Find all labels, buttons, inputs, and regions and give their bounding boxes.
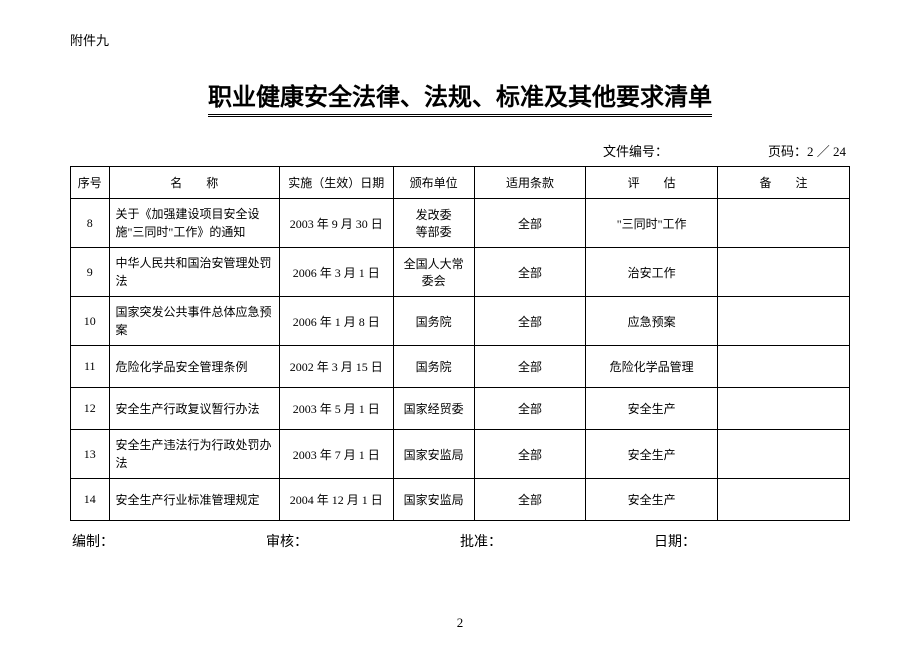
cell-clause: 全部: [474, 346, 586, 388]
cell-date: 2004 年 12 月 1 日: [279, 479, 393, 521]
header-clause: 适用条款: [474, 167, 586, 199]
title-wrapper: 职业健康安全法律、法规、标准及其他要求清单: [70, 77, 850, 141]
table-row: 13安全生产违法行为行政处罚办法2003 年 7 月 1 日国家安监局全部安全生…: [71, 430, 850, 479]
cell-date: 2003 年 5 月 1 日: [279, 388, 393, 430]
cell-seq: 12: [71, 388, 110, 430]
table-row: 12安全生产行政复议暂行办法2003 年 5 月 1 日国家经贸委全部安全生产: [71, 388, 850, 430]
cell-eval: 应急预案: [586, 297, 718, 346]
cell-remark: [718, 248, 850, 297]
cell-name: 安全生产行业标准管理规定: [109, 479, 279, 521]
cell-remark: [718, 199, 850, 248]
cell-name: 中华人民共和国治安管理处罚法: [109, 248, 279, 297]
footer-row: 编制： 审核： 批准： 日期：: [70, 531, 850, 551]
cell-date: 2006 年 3 月 1 日: [279, 248, 393, 297]
footer-made-by: 编制：: [72, 531, 266, 551]
cell-unit: 国务院: [393, 297, 474, 346]
header-eval: 评 估: [586, 167, 718, 199]
cell-eval: 安全生产: [586, 388, 718, 430]
footer-approved-by: 批准：: [460, 531, 654, 551]
cell-remark: [718, 430, 850, 479]
cell-remark: [718, 388, 850, 430]
cell-eval: "三同时"工作: [586, 199, 718, 248]
cell-clause: 全部: [474, 248, 586, 297]
cell-clause: 全部: [474, 479, 586, 521]
cell-date: 2002 年 3 月 15 日: [279, 346, 393, 388]
cell-name: 危险化学品安全管理条例: [109, 346, 279, 388]
attachment-label: 附件九: [70, 30, 850, 49]
header-date: 实施（生效）日期: [279, 167, 393, 199]
table-row: 14安全生产行业标准管理规定2004 年 12 月 1 日国家安监局全部安全生产: [71, 479, 850, 521]
cell-seq: 14: [71, 479, 110, 521]
meta-row: 文件编号： 页码：2 ／ 24: [70, 141, 850, 160]
cell-clause: 全部: [474, 388, 586, 430]
page-label: 页码：2 ／ 24: [768, 141, 846, 160]
cell-date: 2006 年 1 月 8 日: [279, 297, 393, 346]
cell-unit: 国务院: [393, 346, 474, 388]
footer-reviewed-by: 审核：: [266, 531, 460, 551]
cell-clause: 全部: [474, 430, 586, 479]
table-row: 10国家突发公共事件总体应急预案2006 年 1 月 8 日国务院全部应急预案: [71, 297, 850, 346]
table-header-row: 序号 名 称 实施（生效）日期 颁布单位 适用条款 评 估 备 注: [71, 167, 850, 199]
cell-eval: 危险化学品管理: [586, 346, 718, 388]
cell-remark: [718, 346, 850, 388]
footer-date: 日期：: [654, 531, 848, 551]
cell-seq: 9: [71, 248, 110, 297]
cell-name: 关于《加强建设项目安全设施"三同时"工作》的通知: [109, 199, 279, 248]
table-row: 8关于《加强建设项目安全设施"三同时"工作》的通知2003 年 9 月 30 日…: [71, 199, 850, 248]
cell-unit: 国家经贸委: [393, 388, 474, 430]
cell-remark: [718, 479, 850, 521]
cell-seq: 8: [71, 199, 110, 248]
cell-clause: 全部: [474, 199, 586, 248]
table-row: 11危险化学品安全管理条例2002 年 3 月 15 日国务院全部危险化学品管理: [71, 346, 850, 388]
cell-name: 安全生产违法行为行政处罚办法: [109, 430, 279, 479]
cell-clause: 全部: [474, 297, 586, 346]
cell-seq: 13: [71, 430, 110, 479]
cell-date: 2003 年 7 月 1 日: [279, 430, 393, 479]
cell-remark: [718, 297, 850, 346]
cell-eval: 安全生产: [586, 479, 718, 521]
cell-name: 国家突发公共事件总体应急预案: [109, 297, 279, 346]
table-row: 9中华人民共和国治安管理处罚法2006 年 3 月 1 日全国人大常委会全部治安…: [71, 248, 850, 297]
cell-eval: 安全生产: [586, 430, 718, 479]
cell-name: 安全生产行政复议暂行办法: [109, 388, 279, 430]
cell-seq: 11: [71, 346, 110, 388]
header-name: 名 称: [109, 167, 279, 199]
page-number: 2: [0, 615, 920, 631]
cell-unit: 国家安监局: [393, 430, 474, 479]
cell-seq: 10: [71, 297, 110, 346]
cell-unit: 国家安监局: [393, 479, 474, 521]
header-remark: 备 注: [718, 167, 850, 199]
cell-eval: 治安工作: [586, 248, 718, 297]
cell-date: 2003 年 9 月 30 日: [279, 199, 393, 248]
cell-unit: 发改委等部委: [393, 199, 474, 248]
doc-number-label: 文件编号：: [603, 141, 668, 160]
header-seq: 序号: [71, 167, 110, 199]
header-unit: 颁布单位: [393, 167, 474, 199]
regulation-table: 序号 名 称 实施（生效）日期 颁布单位 适用条款 评 估 备 注 8关于《加强…: [70, 166, 850, 521]
main-title: 职业健康安全法律、法规、标准及其他要求清单: [208, 77, 712, 117]
cell-unit: 全国人大常委会: [393, 248, 474, 297]
